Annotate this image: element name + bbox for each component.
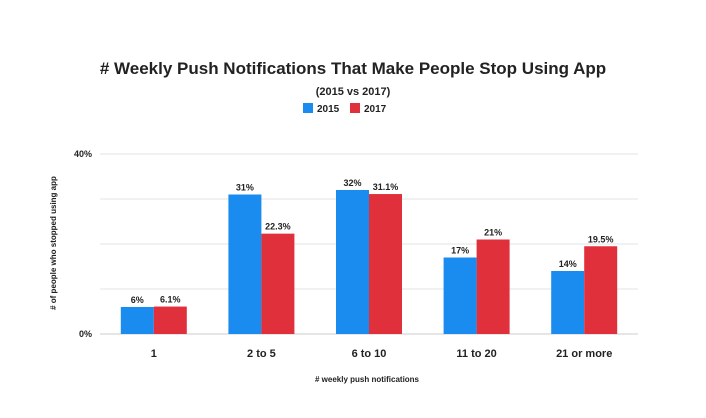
bar-2017-1 xyxy=(261,233,295,334)
data-label: 22.3% xyxy=(265,222,291,232)
y-tick-labels: 0% 40% xyxy=(74,149,92,339)
data-label: 21% xyxy=(484,228,502,238)
x-category-label: 6 to 10 xyxy=(352,348,387,360)
chart-title: # Weekly Push Notifications That Make Pe… xyxy=(100,59,606,78)
x-category-label: 2 to 5 xyxy=(247,348,276,360)
bar-2017-3 xyxy=(476,239,510,334)
y-tick-label: 0% xyxy=(79,329,92,339)
legend-label-2017: 2017 xyxy=(364,104,387,115)
x-axis-label: # weekly push notifications xyxy=(315,375,420,384)
bar-2015-4 xyxy=(551,271,585,334)
bar-2015-0 xyxy=(120,307,154,334)
bars: 6% 6.1% 31% 22.3% 32% 31.1% 17% 21% 14% 19.5% xyxy=(120,178,618,334)
y-axis-label: # of people who stopped using app xyxy=(49,176,58,310)
bar-2017-0 xyxy=(153,306,187,334)
data-label: 32% xyxy=(343,178,361,188)
bar-2015-3 xyxy=(443,257,477,334)
x-category-labels: 1 2 to 5 6 to 10 11 to 20 21 or more xyxy=(151,348,613,360)
x-category-label: 21 or more xyxy=(556,348,612,360)
y-tick-label: 40% xyxy=(74,149,92,159)
data-label: 17% xyxy=(451,246,469,256)
legend-label-2015: 2015 xyxy=(317,104,340,115)
bar-2015-2 xyxy=(336,190,369,334)
data-label: 6% xyxy=(131,295,144,305)
legend-swatch-2017 xyxy=(350,103,360,113)
legend-swatch-2015 xyxy=(303,103,313,113)
data-label: 19.5% xyxy=(588,234,614,244)
x-category-label: 11 to 20 xyxy=(456,348,496,360)
data-label: 31.1% xyxy=(373,182,399,192)
x-category-label: 1 xyxy=(151,348,157,360)
chart-subtitle: (2015 vs 2017) xyxy=(316,86,391,98)
data-label: 6.1% xyxy=(160,295,181,305)
data-label: 31% xyxy=(236,183,254,193)
bar-2017-4 xyxy=(584,246,618,334)
data-label: 14% xyxy=(559,259,577,269)
bar-2015-1 xyxy=(228,194,262,334)
legend: 2015 2017 xyxy=(303,103,387,115)
bar-2017-2 xyxy=(369,194,402,334)
